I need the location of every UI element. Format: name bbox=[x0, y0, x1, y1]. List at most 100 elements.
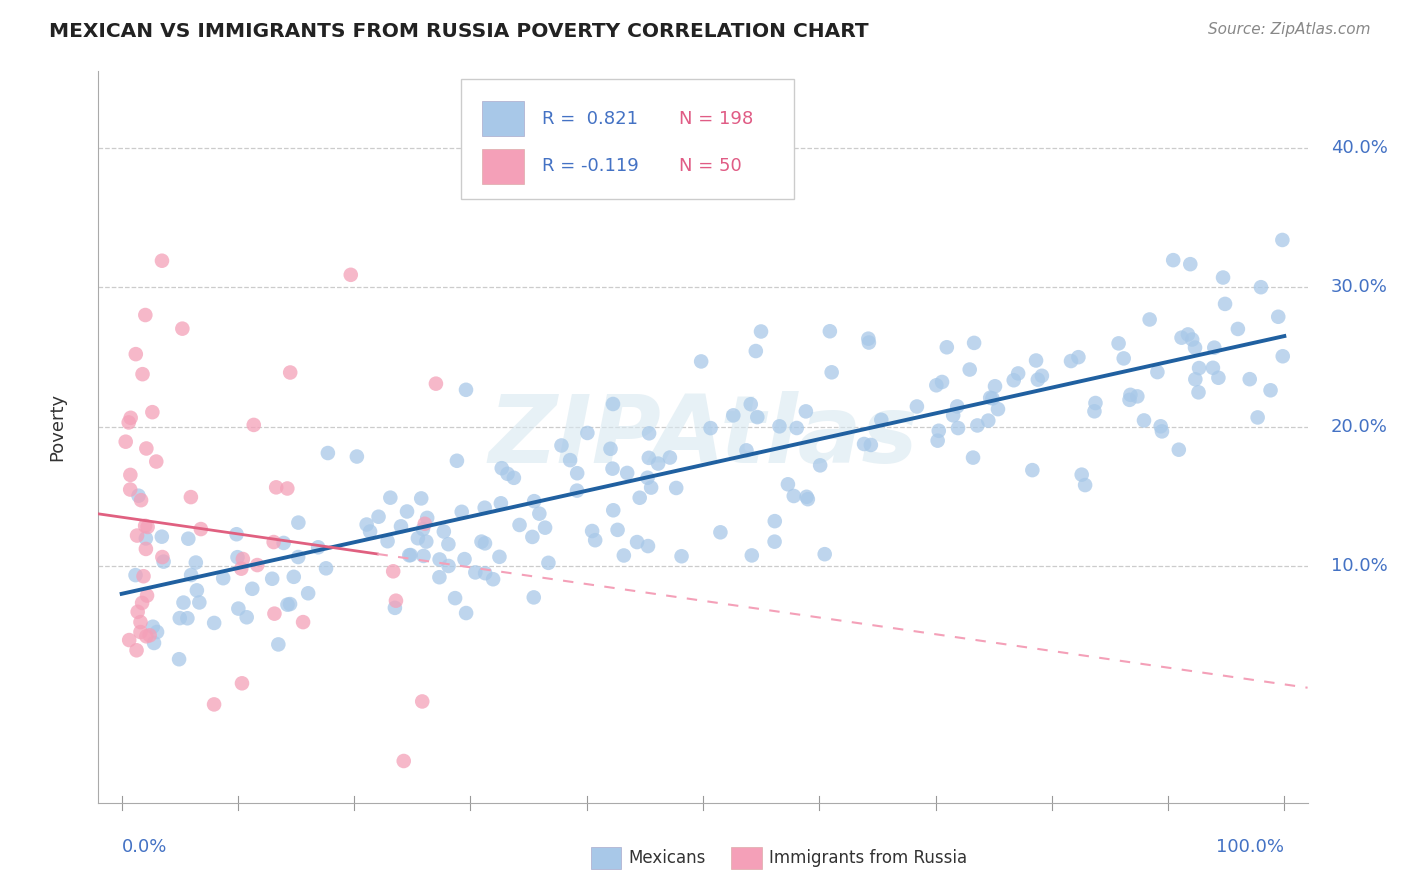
Point bbox=[1271, 349, 1294, 363]
Point bbox=[136, 520, 159, 534]
Point bbox=[1250, 280, 1272, 294]
Point bbox=[242, 417, 264, 432]
Point bbox=[392, 754, 415, 768]
Point bbox=[565, 483, 588, 498]
Point bbox=[415, 534, 437, 549]
Point bbox=[534, 521, 557, 535]
Point bbox=[1150, 425, 1173, 439]
Point bbox=[146, 625, 169, 640]
Point bbox=[987, 402, 1010, 417]
Point bbox=[786, 421, 808, 435]
Point bbox=[138, 628, 160, 642]
Point bbox=[870, 413, 893, 427]
Point bbox=[287, 516, 309, 530]
Point bbox=[315, 561, 337, 575]
Point bbox=[425, 376, 447, 391]
Point bbox=[808, 458, 831, 473]
Text: R = -0.119: R = -0.119 bbox=[543, 158, 638, 176]
Point bbox=[226, 550, 249, 565]
Point bbox=[522, 530, 544, 544]
Point bbox=[602, 397, 624, 411]
Point bbox=[1167, 442, 1189, 457]
Point bbox=[176, 611, 198, 625]
Point bbox=[1007, 367, 1029, 381]
Point bbox=[581, 524, 603, 538]
Point bbox=[356, 517, 378, 532]
Point bbox=[120, 483, 142, 497]
Point bbox=[1139, 312, 1161, 326]
Point bbox=[1070, 467, 1092, 482]
Point bbox=[433, 524, 456, 539]
Point bbox=[188, 595, 211, 609]
Point bbox=[1188, 361, 1211, 376]
Point bbox=[671, 549, 693, 564]
Point bbox=[1108, 336, 1130, 351]
Point bbox=[141, 405, 163, 419]
Point bbox=[488, 549, 510, 564]
Point bbox=[474, 566, 496, 581]
Point bbox=[699, 421, 721, 435]
Point bbox=[647, 457, 669, 471]
Point bbox=[797, 492, 820, 507]
Point bbox=[135, 532, 157, 546]
Point bbox=[231, 562, 253, 576]
Point bbox=[142, 620, 165, 634]
Point bbox=[287, 549, 309, 564]
Point bbox=[966, 418, 988, 433]
Point bbox=[232, 552, 254, 566]
Point bbox=[1060, 354, 1083, 368]
Text: 10.0%: 10.0% bbox=[1331, 557, 1388, 575]
Text: Source: ZipAtlas.com: Source: ZipAtlas.com bbox=[1208, 22, 1371, 37]
Point bbox=[962, 450, 984, 465]
Point bbox=[167, 652, 190, 666]
Point bbox=[821, 365, 844, 379]
Point bbox=[273, 536, 295, 550]
Point bbox=[491, 461, 513, 475]
Point bbox=[169, 611, 191, 625]
Point bbox=[977, 414, 1000, 428]
Point bbox=[613, 549, 636, 563]
Point bbox=[1112, 351, 1135, 366]
Point bbox=[411, 694, 433, 708]
Point bbox=[1067, 350, 1090, 364]
Point bbox=[658, 450, 681, 465]
Point bbox=[1150, 419, 1173, 434]
Point bbox=[959, 362, 981, 376]
Point bbox=[131, 596, 153, 610]
Point bbox=[359, 524, 381, 539]
Point bbox=[464, 566, 486, 580]
Point bbox=[125, 643, 148, 657]
Text: N = 198: N = 198 bbox=[679, 110, 754, 128]
Text: Poverty: Poverty bbox=[49, 392, 66, 460]
Point bbox=[184, 556, 207, 570]
Point bbox=[768, 419, 790, 434]
Point bbox=[602, 461, 624, 475]
Text: ZIPAtlas: ZIPAtlas bbox=[488, 391, 918, 483]
Text: 0.0%: 0.0% bbox=[122, 838, 167, 855]
Point bbox=[1177, 327, 1199, 342]
Point bbox=[346, 450, 368, 464]
Point bbox=[1074, 478, 1097, 492]
Point bbox=[638, 426, 661, 441]
Point bbox=[276, 598, 298, 612]
Point bbox=[796, 490, 818, 504]
Point bbox=[814, 547, 837, 561]
Point bbox=[496, 467, 519, 481]
Point bbox=[120, 467, 142, 482]
Point bbox=[1246, 410, 1268, 425]
Point bbox=[537, 556, 560, 570]
Point bbox=[489, 496, 512, 510]
Point bbox=[411, 491, 433, 506]
Point bbox=[1180, 257, 1202, 271]
Point bbox=[1118, 392, 1140, 407]
Point bbox=[180, 568, 202, 582]
Point bbox=[946, 400, 969, 414]
Point bbox=[228, 601, 250, 615]
Point bbox=[429, 570, 451, 584]
Point bbox=[1271, 233, 1294, 247]
Point bbox=[818, 324, 841, 338]
Point bbox=[437, 537, 460, 551]
Point bbox=[1187, 385, 1209, 400]
Point bbox=[576, 425, 599, 440]
Point bbox=[412, 522, 434, 536]
